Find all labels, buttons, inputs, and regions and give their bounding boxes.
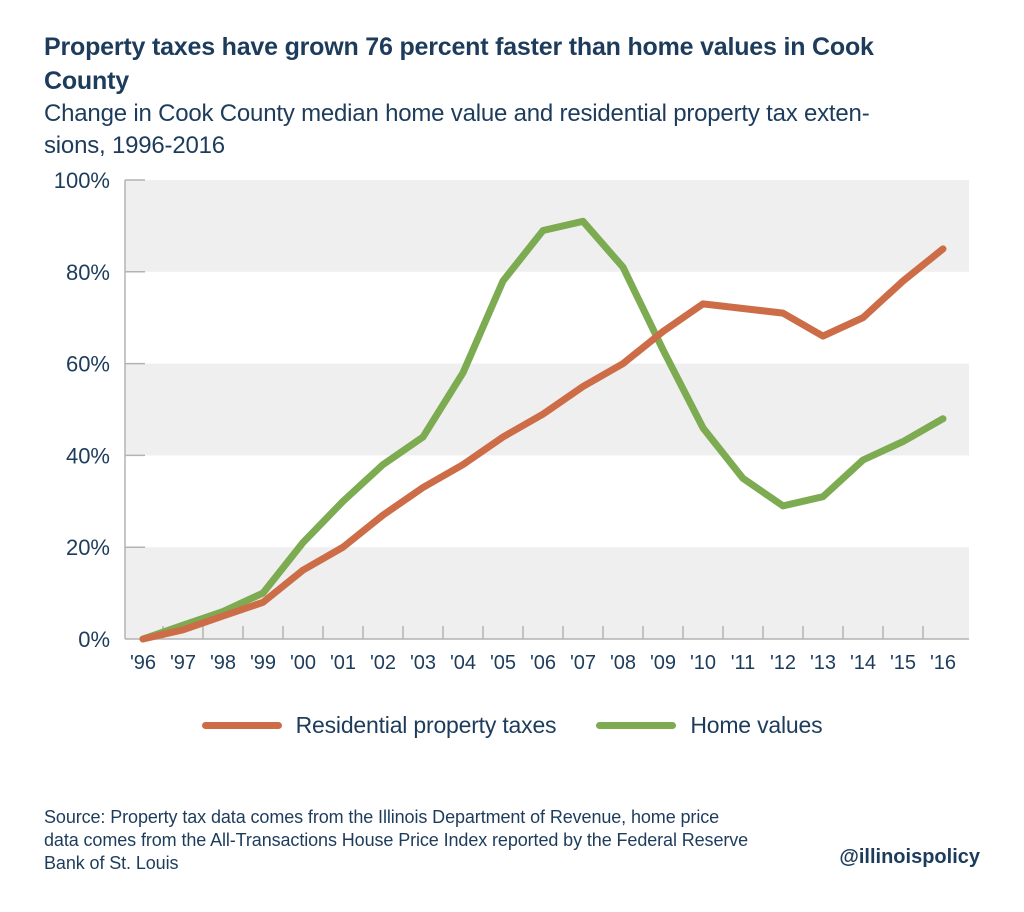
chart-title-line-1: Property taxes have grown 76 percent fas… bbox=[44, 33, 874, 61]
x-axis-label: '16 bbox=[930, 652, 956, 674]
home-values-legend-swatch bbox=[596, 722, 677, 729]
chart-title-line-2: County bbox=[44, 67, 129, 95]
chart-band bbox=[125, 180, 969, 272]
home-values-legend-label: Home values bbox=[690, 712, 823, 738]
source-line-2: data comes from the All-Transactions Hou… bbox=[44, 830, 749, 850]
x-axis-label: '97 bbox=[170, 652, 196, 674]
x-axis-label: '03 bbox=[410, 652, 436, 674]
chart-subtitle-line-1: Change in Cook County median home value … bbox=[44, 100, 870, 127]
y-axis-label: 20% bbox=[66, 535, 110, 560]
y-axis-label: 80% bbox=[66, 260, 110, 285]
x-axis-label: '00 bbox=[290, 652, 316, 674]
x-axis-label: '02 bbox=[370, 652, 396, 674]
chart-subtitle: Change in Cook County median home value … bbox=[44, 98, 1004, 162]
x-axis-label: '99 bbox=[250, 652, 276, 674]
x-axis-label: '10 bbox=[690, 652, 716, 674]
x-axis-label: '15 bbox=[890, 652, 916, 674]
x-axis-label: '11 bbox=[731, 652, 756, 674]
source-line-3: Bank of St. Louis bbox=[44, 853, 179, 873]
property-taxes-legend-swatch bbox=[201, 722, 282, 729]
x-axis-label: '08 bbox=[610, 652, 636, 674]
x-axis-label: '05 bbox=[490, 652, 516, 674]
chart-band bbox=[125, 547, 969, 639]
chart-legend: Residential property taxes Home values bbox=[0, 712, 1024, 739]
x-axis-label: '07 bbox=[570, 652, 596, 674]
y-axis-label: 40% bbox=[66, 443, 110, 468]
x-axis-label: '04 bbox=[450, 652, 476, 674]
y-axis-label: 0% bbox=[78, 627, 110, 652]
y-axis-label: 100% bbox=[54, 168, 110, 193]
home-values-line bbox=[139, 217, 947, 643]
property-taxes-legend-label: Residential property taxes bbox=[295, 712, 557, 738]
twitter-handle: @illinoispolicy bbox=[839, 846, 980, 868]
x-axis-label: '09 bbox=[650, 652, 676, 674]
x-axis-label: '14 bbox=[850, 652, 876, 674]
source-line-1: Source: Property tax data comes from the… bbox=[44, 807, 720, 827]
x-axis-label: '12 bbox=[770, 652, 796, 674]
chart-title: Property taxes have grown 76 percent fas… bbox=[44, 30, 984, 98]
x-axis-label: '01 bbox=[330, 652, 356, 674]
chart-subtitle-line-2: sions, 1996-2016 bbox=[44, 132, 225, 159]
property-taxes-line bbox=[139, 245, 947, 643]
x-axis-label: '06 bbox=[530, 652, 556, 674]
x-axis-label: '13 bbox=[810, 652, 836, 674]
source-note: Source: Property tax data comes from the… bbox=[44, 806, 844, 875]
x-axis-label: '98 bbox=[210, 652, 236, 674]
x-axis-label: '96 bbox=[130, 652, 156, 674]
y-axis-label: 60% bbox=[66, 352, 110, 377]
